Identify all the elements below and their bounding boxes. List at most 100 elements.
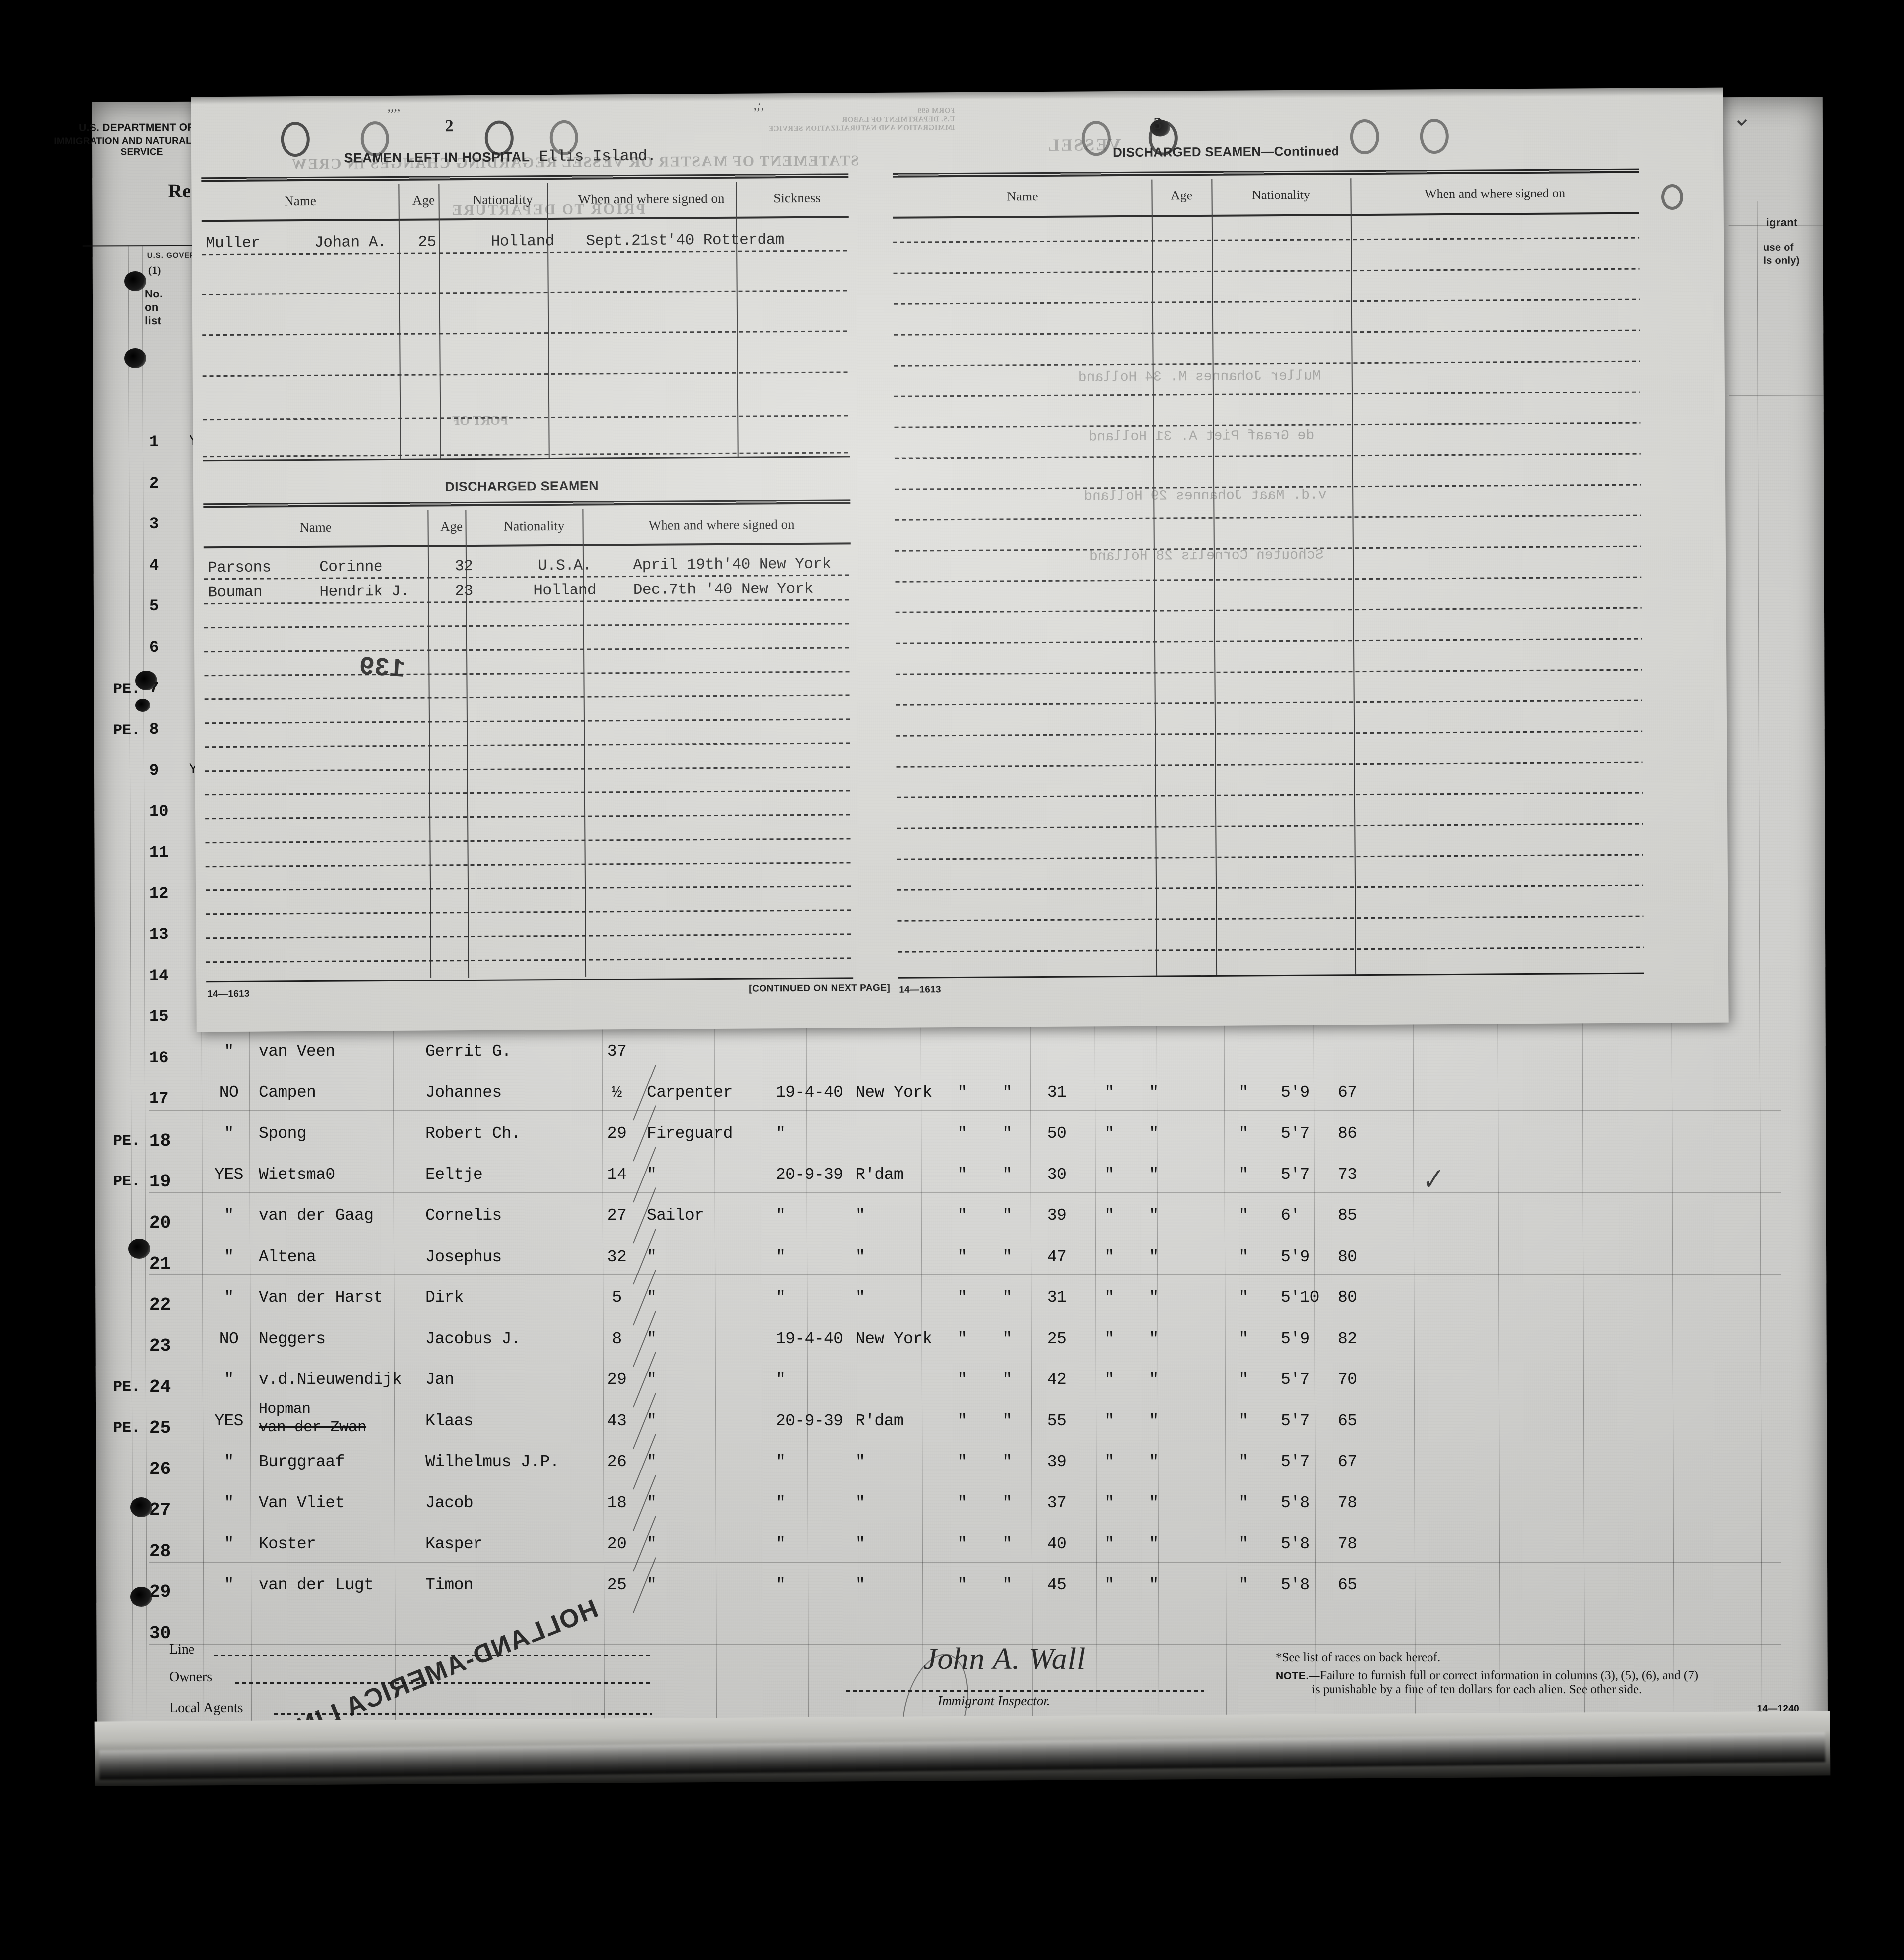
crew-cell-occ: Sailor <box>647 1206 704 1225</box>
row-number-9: 9 <box>149 761 159 780</box>
crew-cell-m1: " <box>957 1411 967 1430</box>
crew-cell-ht: 5'7 <box>1281 1124 1310 1143</box>
row-number-25: 25 <box>149 1418 171 1438</box>
crew-row: NO Neggers Jacobus J. 8 " 19-4-40 New York " " 25… <box>0 1310 1904 1371</box>
row-number-24: 24 <box>149 1376 171 1397</box>
crew-cell-date: 20-9-39 <box>776 1411 843 1430</box>
crew-cell-m2: " <box>1002 1206 1012 1225</box>
pe-mark-24: PE. <box>113 1378 141 1396</box>
pencil-mark-top-right: ⌄ <box>1729 104 1752 132</box>
row-number-16: 16 <box>149 1048 169 1067</box>
crew-cell-bd: 47 <box>1047 1247 1067 1266</box>
row-rule <box>149 1644 1781 1645</box>
crew-cell-date: " <box>776 1247 786 1266</box>
crew-cell-date: " <box>776 1453 786 1471</box>
crew-cell-cit: " <box>224 1288 234 1307</box>
front-paper-shading <box>191 87 1729 1032</box>
row-number-14: 14 <box>149 966 169 985</box>
crew-cell-surname: Altena <box>259 1247 316 1266</box>
crew-cell-m1: " <box>957 1247 967 1266</box>
crew-cell-given: Wilhelmus J.P. <box>425 1453 559 1471</box>
crew-cell-given: Josephus <box>425 1247 502 1266</box>
crew-cell-m1: " <box>957 1288 967 1307</box>
crew-cell-m4: " <box>1149 1493 1159 1512</box>
crew-row: " Altena Josephus 32 " " " " " 47 " " " 5'9 80 <box>0 1228 1904 1289</box>
crew-cell-surname: v.d.Nieuwendijk <box>259 1371 402 1389</box>
crew-cell-wt: 65 <box>1338 1575 1357 1594</box>
crew-cell-m5: " <box>1238 1083 1248 1102</box>
crew-cell-m2: " <box>1002 1411 1012 1430</box>
crew-row: " Burggraaf Wilhelmus J.P. 26 " " " " " 39 " " " 5'7 6… <box>0 1434 1904 1494</box>
footer-local-agents-label: Local Agents <box>169 1700 243 1716</box>
crew-cell-occ: " <box>647 1247 657 1266</box>
crew-cell-given: Eeltje <box>425 1165 483 1184</box>
row-number-22: 22 <box>149 1294 171 1315</box>
row-rule <box>149 1562 1781 1563</box>
crew-cell-surname: van Veen <box>259 1042 335 1061</box>
crew-row: " van der Gaag Cornelis 27 Sailor " " " " 39 " " " 6'… <box>0 1187 1904 1248</box>
crew-cell-date: " <box>776 1288 786 1307</box>
crew-cell-bd: 31 <box>1047 1083 1067 1102</box>
inspector-title: Immigrant Inspector. <box>938 1693 1050 1708</box>
row-number-10: 10 <box>149 802 169 821</box>
row-number-8: 8 <box>149 720 159 739</box>
crew-cell-wt: 73 <box>1338 1165 1357 1184</box>
row-number-23: 23 <box>149 1336 171 1356</box>
crew-cell-age: 5 <box>612 1288 622 1307</box>
document-scan: U.S. DEPARTMENT OF LABOR IMMIGRATION AND… <box>0 82 1904 1786</box>
crew-cell-m2: " <box>1002 1493 1012 1512</box>
crew-cell-place: " <box>856 1453 865 1471</box>
pe-mark-8: PE. <box>113 722 141 739</box>
crew-cell-bd: 45 <box>1047 1575 1067 1594</box>
crew-cell-m5: " <box>1238 1124 1248 1143</box>
crew-cell-m1: " <box>957 1535 967 1553</box>
crew-cell-m3: " <box>1104 1247 1114 1266</box>
crew-cell-m3: " <box>1104 1288 1114 1307</box>
crew-cell-m2: " <box>1002 1124 1012 1143</box>
crew-cell-surname: Campen <box>259 1083 316 1102</box>
crew-cell-wt: 70 <box>1338 1371 1357 1389</box>
crew-cell-cit: " <box>224 1575 234 1594</box>
crew-cell-ht: 5'7 <box>1281 1411 1310 1430</box>
crew-row: NO Campen Johannes ½ Carpenter 19-4-40 New Yor… <box>0 1064 1904 1125</box>
crew-cell-m1: " <box>957 1124 967 1143</box>
crew-cell-m5: " <box>1238 1247 1248 1266</box>
crew-cell-bd: 55 <box>1047 1411 1067 1430</box>
crew-cell-given: Cornelis <box>425 1206 502 1225</box>
crew-cell-age: 27 <box>607 1206 627 1225</box>
crew-cell-given: Gerrit G. <box>425 1042 511 1061</box>
crew-cell-bd: 30 <box>1047 1165 1067 1184</box>
crew-cell-bd: 50 <box>1047 1124 1067 1143</box>
crew-cell-date: " <box>776 1535 786 1553</box>
crew-cell-age: 29 <box>607 1371 627 1389</box>
row-number-1: 1 <box>149 433 159 451</box>
crew-cell-occ: " <box>647 1165 657 1184</box>
pe-mark-25: PE. <box>113 1420 141 1437</box>
crew-cell-occ: " <box>647 1329 657 1348</box>
crew-cell-occ: " <box>647 1535 657 1553</box>
crew-cell-ht: 5'7 <box>1281 1165 1310 1184</box>
crew-cell-m3: " <box>1104 1124 1114 1143</box>
crew-cell-m5: " <box>1238 1575 1248 1594</box>
crew-cell-given: Robert Ch. <box>425 1124 521 1143</box>
crew-cell-ht: 6' <box>1281 1206 1300 1225</box>
crew-cell-ht: 5'9 <box>1281 1083 1310 1102</box>
crew-cell-wt: 80 <box>1338 1247 1357 1266</box>
crew-cell-bd: 37 <box>1047 1493 1067 1512</box>
crew-row: " van der Lugt Timon 25 " " " " " 45 " " " 5'8 65 <box>0 1557 1904 1617</box>
note-races: *See list of races on back hereof. <box>1276 1651 1441 1664</box>
crew-cell-m2: " <box>1002 1575 1012 1594</box>
crew-cell-wt: 78 <box>1338 1535 1357 1553</box>
crew-cell-surname: Spong <box>259 1124 307 1143</box>
crew-cell-occ: " <box>647 1575 657 1594</box>
row-number-26: 26 <box>149 1459 171 1479</box>
crew-cell-m5: " <box>1238 1453 1248 1471</box>
row-number-4: 4 <box>149 556 159 575</box>
row-number-18: 18 <box>149 1130 171 1151</box>
crew-cell-age: ½ <box>612 1083 622 1102</box>
crew-cell-m1: " <box>957 1453 967 1471</box>
crew-cell-age: 32 <box>607 1247 627 1266</box>
crew-cell-wt: 67 <box>1338 1083 1357 1102</box>
row-number-5: 5 <box>149 597 159 615</box>
row-number-11: 11 <box>149 843 169 862</box>
